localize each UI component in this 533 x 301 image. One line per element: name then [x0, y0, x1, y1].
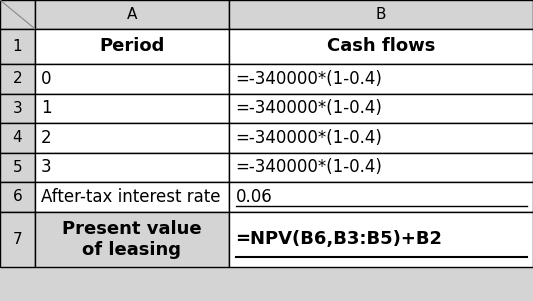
Text: B: B — [376, 7, 386, 22]
Text: 1: 1 — [41, 99, 52, 117]
Text: Cash flows: Cash flows — [327, 37, 435, 55]
Text: =-340000*(1-0.4): =-340000*(1-0.4) — [236, 129, 383, 147]
Text: 1: 1 — [12, 39, 22, 54]
Bar — [229, 182, 533, 212]
Bar — [35, 64, 229, 94]
Bar — [229, 64, 533, 94]
Text: 2: 2 — [41, 129, 52, 147]
Text: Period: Period — [99, 37, 165, 55]
Text: =-340000*(1-0.4): =-340000*(1-0.4) — [236, 99, 383, 117]
Text: 6: 6 — [12, 189, 22, 204]
Bar — [229, 0, 533, 29]
Bar — [35, 94, 229, 123]
Bar — [229, 94, 533, 123]
Bar — [35, 182, 229, 212]
Bar — [229, 212, 533, 267]
Bar — [0, 29, 35, 64]
Bar — [0, 212, 35, 267]
Bar — [229, 123, 533, 153]
Text: After-tax interest rate: After-tax interest rate — [41, 188, 221, 206]
Bar — [0, 94, 35, 123]
Bar — [35, 0, 229, 29]
Text: 3: 3 — [12, 101, 22, 116]
Text: 0.06: 0.06 — [236, 188, 272, 206]
Text: 0: 0 — [41, 70, 52, 88]
Bar — [35, 212, 229, 267]
Text: 2: 2 — [12, 71, 22, 86]
Bar — [229, 153, 533, 182]
Text: =-340000*(1-0.4): =-340000*(1-0.4) — [236, 70, 383, 88]
Bar — [35, 29, 229, 64]
Text: =NPV(B6,B3:B5)+B2: =NPV(B6,B3:B5)+B2 — [236, 231, 442, 248]
Text: Present value
of leasing: Present value of leasing — [62, 220, 201, 259]
Text: A: A — [127, 7, 137, 22]
Bar — [0, 64, 35, 94]
Text: 7: 7 — [12, 232, 22, 247]
Text: 3: 3 — [41, 158, 52, 176]
Bar — [35, 153, 229, 182]
Bar — [229, 29, 533, 64]
Bar — [0, 0, 35, 29]
Bar — [35, 123, 229, 153]
Text: 5: 5 — [12, 160, 22, 175]
Text: =-340000*(1-0.4): =-340000*(1-0.4) — [236, 158, 383, 176]
Bar — [0, 123, 35, 153]
Bar — [0, 153, 35, 182]
Bar — [0, 182, 35, 212]
Text: 4: 4 — [12, 130, 22, 145]
